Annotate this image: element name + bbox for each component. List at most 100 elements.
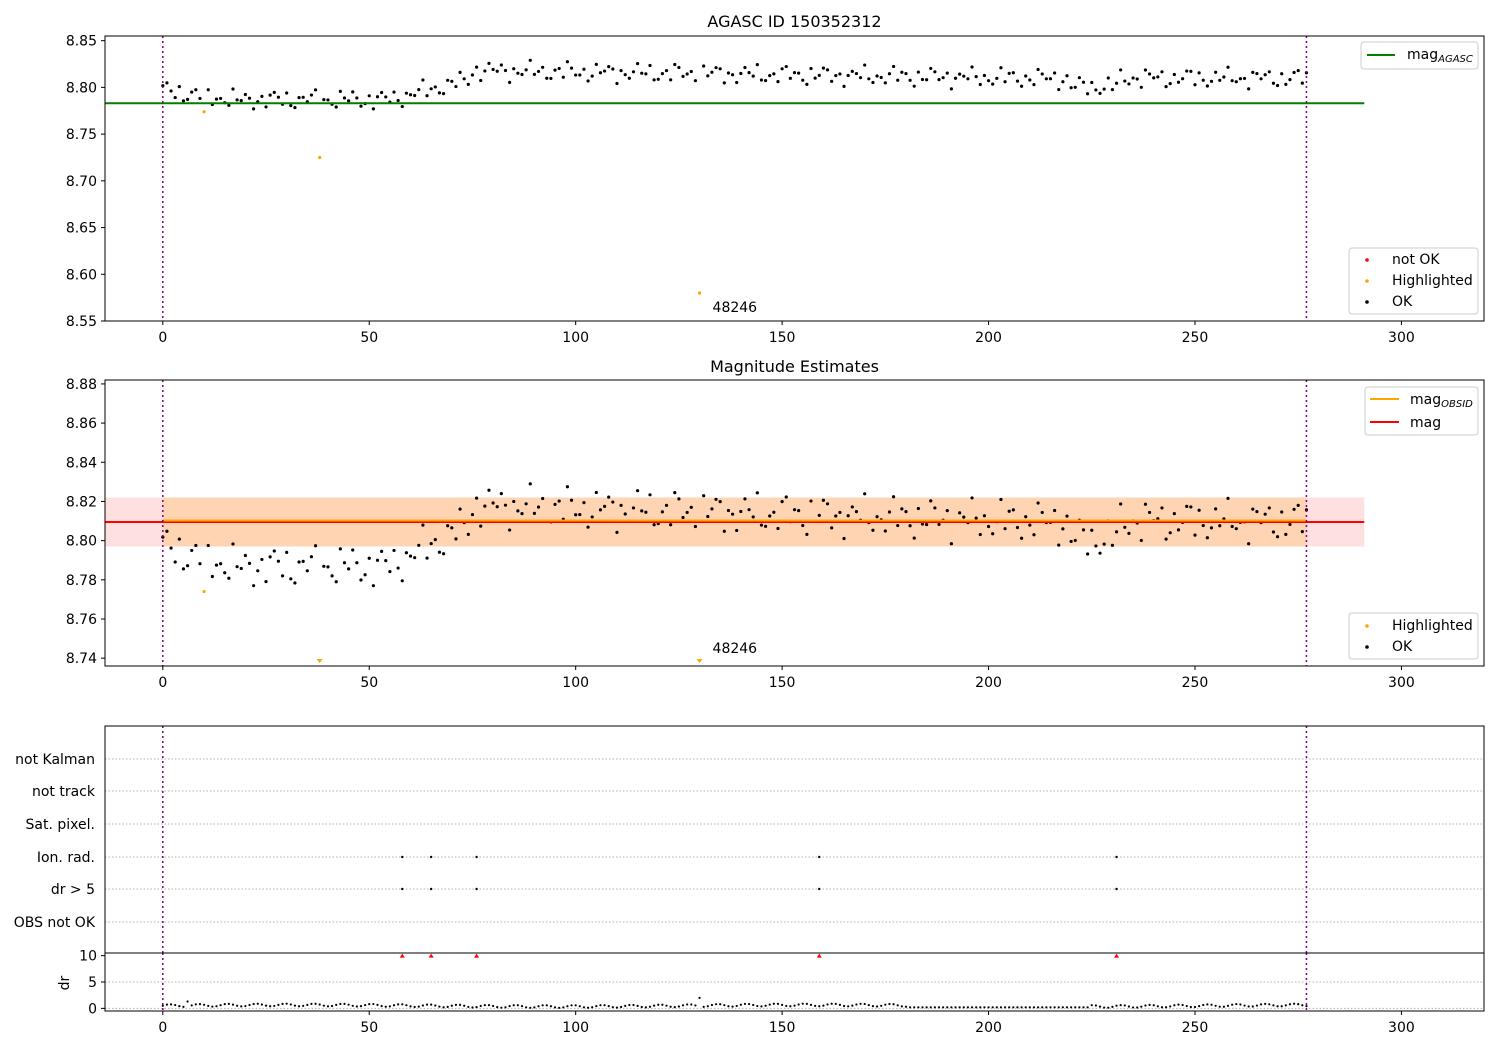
point-ok bbox=[165, 81, 169, 85]
point-ok bbox=[945, 509, 949, 513]
dr-point bbox=[731, 1005, 734, 1008]
dr-point bbox=[805, 1002, 808, 1005]
point-ok bbox=[1143, 502, 1148, 506]
point-ok bbox=[450, 79, 454, 83]
point-ok bbox=[541, 65, 545, 69]
point-ok bbox=[429, 541, 433, 546]
point-ok bbox=[763, 524, 768, 528]
dr-point bbox=[438, 1005, 441, 1008]
point-ok bbox=[1090, 528, 1094, 532]
dr-point bbox=[236, 1004, 239, 1007]
point-ok bbox=[805, 82, 809, 87]
point-ok bbox=[1069, 539, 1073, 544]
point-ok bbox=[1168, 531, 1172, 535]
y-tick-label: 8.80 bbox=[66, 80, 97, 96]
point-ok bbox=[718, 67, 722, 71]
flag-point bbox=[429, 855, 433, 859]
point-ok bbox=[177, 85, 181, 89]
point-ok bbox=[574, 513, 578, 517]
point-ok bbox=[569, 66, 574, 70]
point-ok bbox=[904, 510, 908, 514]
dr-point bbox=[826, 1003, 829, 1006]
dr-point bbox=[1255, 1004, 1259, 1007]
y-tick-label: 8.78 bbox=[66, 573, 97, 589]
point-ok bbox=[953, 76, 958, 80]
point-ok bbox=[1275, 535, 1280, 539]
point-ok bbox=[536, 69, 541, 74]
dr-point bbox=[1008, 1006, 1011, 1009]
point-ok bbox=[636, 489, 640, 493]
point-ok bbox=[970, 65, 974, 69]
point-ok bbox=[326, 565, 330, 569]
dr-point bbox=[1251, 1005, 1254, 1008]
dr-point bbox=[541, 1004, 544, 1007]
dr-point bbox=[582, 1006, 586, 1009]
dr-point bbox=[1160, 1006, 1164, 1009]
dr-point bbox=[735, 1004, 738, 1008]
point-ok bbox=[640, 509, 644, 513]
point-ok bbox=[1053, 508, 1057, 513]
dr-point bbox=[430, 1003, 433, 1006]
dr-point-clipped bbox=[474, 953, 480, 958]
dr-point bbox=[859, 1002, 862, 1005]
point-ok bbox=[929, 499, 933, 503]
point-ok bbox=[1193, 83, 1197, 87]
point-ok bbox=[198, 96, 202, 101]
point-ok bbox=[231, 87, 235, 91]
point-ok bbox=[739, 71, 743, 76]
dr-point bbox=[1185, 1004, 1188, 1008]
point-ok bbox=[276, 95, 281, 99]
point-ok bbox=[735, 528, 739, 533]
dr-point bbox=[855, 1003, 858, 1006]
point-ok bbox=[693, 79, 698, 83]
point-ok bbox=[784, 495, 788, 499]
point-ok bbox=[557, 66, 561, 71]
y-tick-label: 8.86 bbox=[66, 416, 97, 432]
point-ok bbox=[1234, 527, 1238, 531]
point-ok bbox=[619, 503, 623, 507]
point-ok bbox=[1164, 85, 1168, 89]
point-ok bbox=[400, 104, 404, 109]
dr-point bbox=[842, 1004, 846, 1008]
dr-point bbox=[962, 1006, 965, 1009]
dr-point bbox=[913, 1006, 916, 1009]
dr-point bbox=[1214, 1004, 1217, 1007]
dr-point bbox=[904, 1005, 908, 1008]
legend-label-sub-obsid: OBSID bbox=[1441, 399, 1473, 410]
dr-point bbox=[838, 1003, 842, 1007]
dr-point bbox=[190, 1004, 193, 1007]
point-ok bbox=[1110, 543, 1115, 547]
dr-point bbox=[1057, 1006, 1060, 1009]
x-tick-label: 0 bbox=[158, 330, 167, 346]
dr-point bbox=[343, 1002, 346, 1005]
point-ok bbox=[896, 78, 900, 82]
point-ok bbox=[1131, 76, 1135, 80]
point-ok bbox=[1205, 536, 1209, 540]
chart-title-estimates: Magnitude Estimates bbox=[710, 357, 879, 376]
point-ok bbox=[991, 82, 995, 86]
point-ok bbox=[1127, 531, 1131, 535]
dr-point bbox=[405, 1004, 408, 1007]
x-tick-label: 50 bbox=[360, 330, 378, 346]
dr-point bbox=[714, 1003, 718, 1006]
dr-point bbox=[1020, 1006, 1023, 1009]
dr-point bbox=[1136, 1006, 1139, 1009]
point-ok bbox=[285, 550, 289, 554]
point-ok bbox=[346, 99, 351, 103]
point-ok bbox=[536, 505, 541, 509]
dr-point bbox=[1061, 1006, 1064, 1009]
point-ok bbox=[223, 571, 227, 575]
x-tick-label: 200 bbox=[975, 1020, 1002, 1036]
point-ok bbox=[235, 565, 239, 569]
dr-point bbox=[624, 1004, 627, 1007]
point-ok bbox=[1110, 88, 1115, 92]
svg-text:magAGASC: magAGASC bbox=[1407, 47, 1473, 65]
y-tick-label: 8.76 bbox=[66, 612, 97, 628]
point-ok bbox=[400, 579, 404, 583]
dr-point bbox=[467, 1005, 470, 1009]
dr-point bbox=[529, 1006, 532, 1009]
point-ok bbox=[417, 543, 421, 547]
dr-point bbox=[1264, 1002, 1267, 1005]
point-ok bbox=[380, 549, 384, 554]
dr-point bbox=[892, 1003, 895, 1006]
